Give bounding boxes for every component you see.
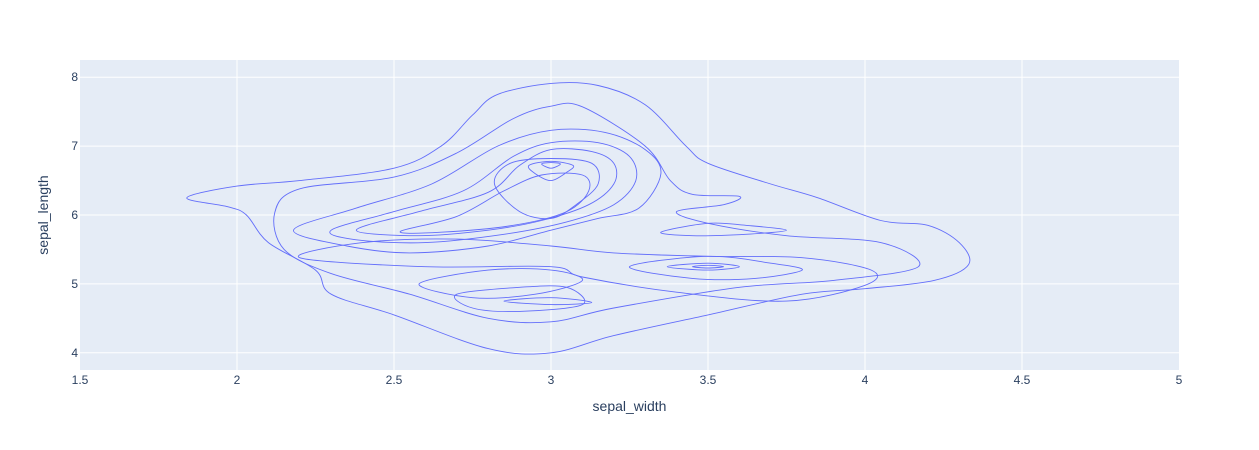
- x-tick-label: 5: [1176, 373, 1183, 387]
- contour-line[interactable]: [418, 268, 583, 299]
- contour-line[interactable]: [541, 162, 561, 169]
- x-tick-label: 2: [234, 373, 241, 387]
- contour-line[interactable]: [527, 160, 575, 182]
- x-tick-label: 3.5: [700, 373, 717, 387]
- contour-line[interactable]: [493, 158, 600, 220]
- y-axis-title: sepal_length: [35, 175, 51, 254]
- contour-line[interactable]: [666, 262, 740, 271]
- x-axis-title: sepal_width: [593, 398, 667, 414]
- x-tick-label: 2.5: [386, 373, 403, 387]
- x-tick-label: 1.5: [72, 373, 89, 387]
- contour-line[interactable]: [660, 222, 787, 237]
- contour-line[interactable]: [293, 128, 662, 254]
- x-axis-ticks: 1.5 2 2.5 3 3.5 4 4.5 5: [72, 373, 1183, 387]
- contour-line[interactable]: [503, 297, 593, 306]
- contour-line[interactable]: [629, 255, 803, 281]
- contour-line[interactable]: [329, 140, 638, 244]
- contour-lines: [186, 82, 971, 355]
- contour-line[interactable]: [691, 264, 725, 269]
- y-tick-label: 7: [71, 139, 78, 153]
- y-tick-label: 5: [71, 277, 78, 291]
- contour-line[interactable]: [297, 238, 879, 302]
- contour-line[interactable]: [399, 172, 591, 234]
- y-tick-label: 6: [71, 208, 78, 222]
- contour-line[interactable]: [454, 285, 586, 312]
- y-axis-ticks: 4 5 6 7 8: [71, 70, 78, 360]
- grid-lines: [80, 60, 1179, 370]
- x-tick-label: 4: [862, 373, 869, 387]
- y-tick-label: 4: [71, 346, 78, 360]
- x-tick-label: 4.5: [1014, 373, 1031, 387]
- contour-line[interactable]: [355, 148, 618, 237]
- contour-line[interactable]: [186, 82, 971, 355]
- y-tick-label: 8: [71, 70, 78, 84]
- x-tick-label: 3: [548, 373, 555, 387]
